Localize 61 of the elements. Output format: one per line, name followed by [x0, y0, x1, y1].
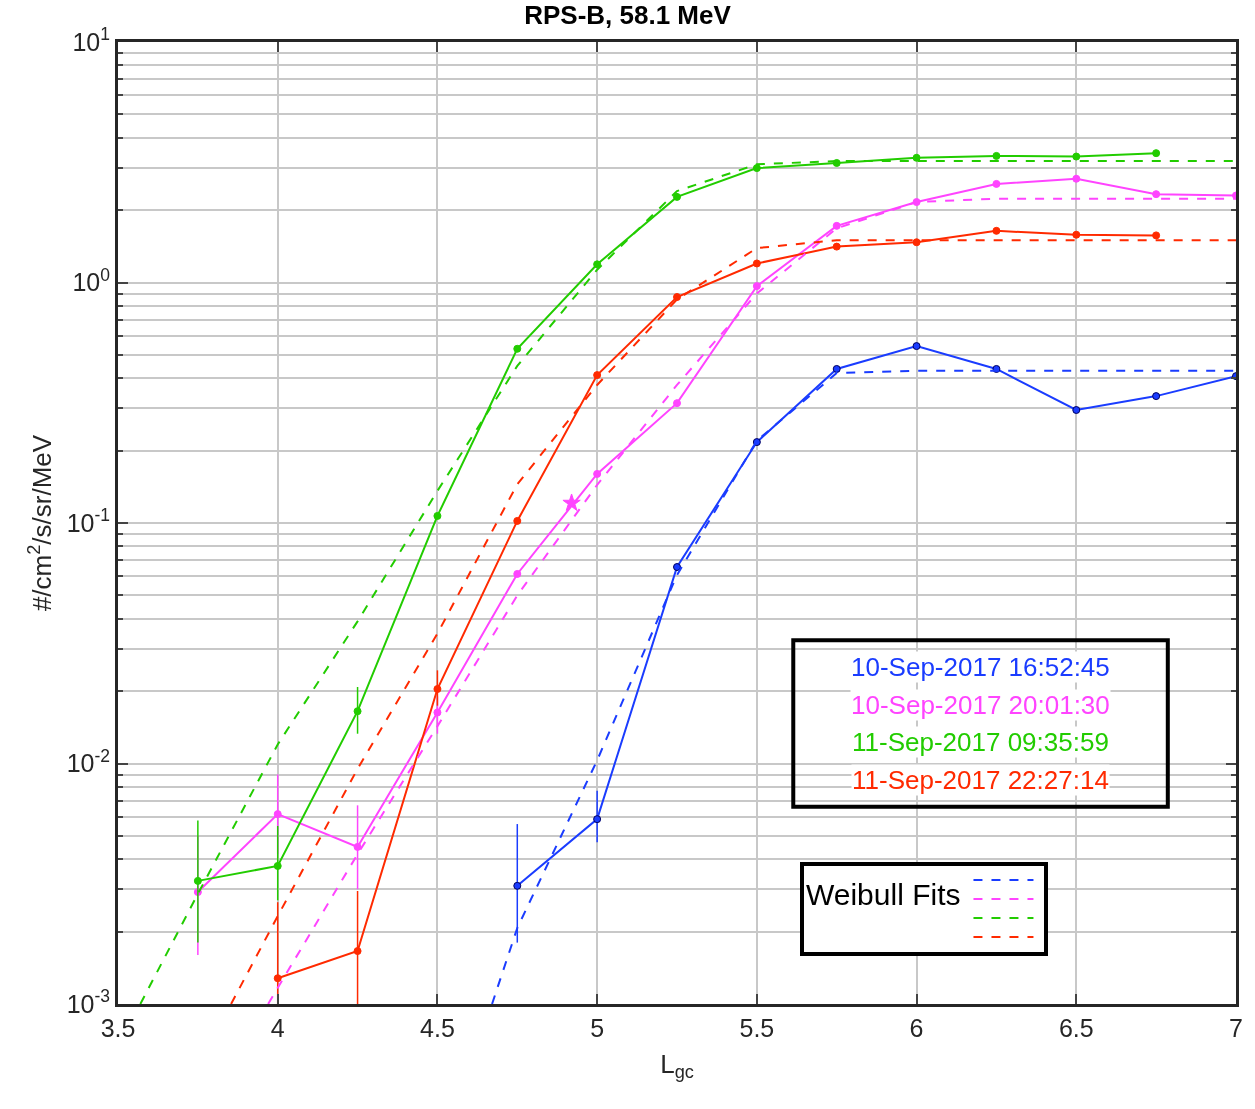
point [832, 221, 841, 230]
point [562, 493, 581, 511]
point [673, 293, 681, 302]
point [1072, 174, 1081, 183]
legend-title: Weibull Fits [805, 877, 961, 911]
point [513, 516, 522, 525]
y-tick-label: 10$^{-1}$ [66, 505, 110, 537]
point [353, 947, 362, 956]
y-tick-label: 10$^{0}$ [72, 264, 111, 297]
text: 10-Sep-2017 16:52:45 [851, 652, 1110, 682]
point [752, 164, 761, 173]
point [513, 569, 522, 578]
y-tick-label: 10$^{-2}$ [66, 745, 110, 778]
text: 11-Sep-2017 09:35:59 [852, 727, 1109, 757]
point [832, 158, 841, 167]
x-tick-label: 4 [270, 1014, 285, 1042]
point [1152, 149, 1161, 158]
point [593, 469, 602, 478]
point [752, 282, 761, 291]
x-tick-label: 6.5 [1058, 1014, 1094, 1042]
point [513, 344, 522, 353]
x-axis-title: L$_{gc}$ [660, 1048, 694, 1083]
point [752, 259, 761, 268]
point [673, 399, 681, 408]
point [353, 707, 362, 716]
x-tick-label: 5 [590, 1014, 605, 1042]
point [992, 226, 1001, 235]
point [912, 153, 921, 162]
point [593, 815, 602, 824]
point [912, 238, 921, 247]
point [992, 179, 1001, 188]
point [273, 810, 282, 819]
point [673, 563, 681, 572]
point [1152, 190, 1161, 199]
text: 10-Sep-2017 20:01:30 [851, 690, 1110, 720]
x-tick-label: 7 [1229, 1014, 1243, 1042]
point [433, 685, 442, 694]
point [1152, 392, 1161, 401]
point [673, 192, 681, 201]
point [992, 151, 1001, 160]
chart-title: RPS-B, 58.1 MeV [524, 0, 732, 30]
point [1072, 406, 1081, 415]
point [433, 708, 442, 717]
text: 11-Sep-2017 22:27:14 [852, 765, 1109, 795]
x-tick-label: 5.5 [739, 1014, 775, 1042]
point [433, 511, 442, 520]
point [593, 260, 602, 269]
point [832, 364, 841, 373]
point [513, 881, 522, 890]
point [273, 974, 282, 983]
point [273, 861, 282, 870]
point [593, 371, 602, 380]
point [912, 198, 921, 207]
point [1152, 231, 1161, 240]
point [752, 438, 761, 447]
x-tick-label: 6 [909, 1014, 924, 1042]
point [353, 842, 362, 851]
x-tick-label: 4.5 [420, 1014, 455, 1042]
point [193, 876, 202, 885]
y-tick-label: 10$^{1}$ [72, 24, 110, 56]
point [912, 342, 921, 351]
